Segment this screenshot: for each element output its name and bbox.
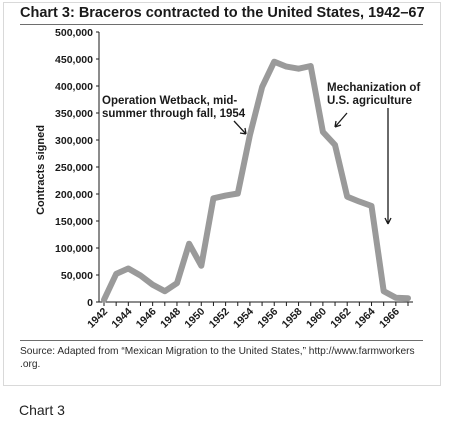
- y-axis-title: Contracts signed: [35, 125, 47, 215]
- y-tick-label: 500,000: [55, 27, 93, 39]
- line-chart: Contracts signed 0 50,000 100,000 150,000 20…: [35, 27, 420, 331]
- x-tick-label: 1956: [255, 306, 280, 331]
- annotations: Operation Wetback, mid-summer through fa…: [102, 82, 420, 225]
- y-tick-label: 400,000: [55, 81, 93, 93]
- y-tick-label: 300,000: [55, 135, 93, 147]
- y-tick-label: 50,000: [61, 270, 93, 282]
- y-tick-label: 150,000: [55, 216, 93, 228]
- x-tick-label: 1964: [353, 306, 378, 331]
- x-tick-label: 1942: [85, 306, 110, 331]
- y-tick-label: 350,000: [55, 108, 93, 120]
- y-tick-label: 100,000: [55, 243, 93, 255]
- y-tick-label: 0: [87, 297, 93, 309]
- y-tick-label: 250,000: [55, 162, 93, 174]
- x-tick-label: 1950: [182, 306, 207, 331]
- annotation-arrow-wetback: [233, 120, 247, 135]
- caption-area: [3, 386, 439, 444]
- x-tick-label: 1946: [134, 306, 159, 331]
- x-tick-label: 1966: [377, 306, 402, 331]
- chart-title: Chart 3: Braceros contracted to the Unit…: [20, 5, 425, 21]
- annotation-mechanization: Mechanization of: [327, 82, 420, 94]
- y-axis: 0 50,000 100,000 150,000 200,000 250,000 300,0…: [55, 27, 99, 309]
- source-note: Source: Adapted from “Mexican Migration …: [20, 345, 430, 371]
- x-axis: 1942 1944 1946 1948 1950 1952 1954 1956 1958 1960…: [85, 302, 409, 331]
- annotation-arrow-mechanization-long: [384, 108, 392, 225]
- y-tick-label: 450,000: [55, 54, 93, 66]
- source-rule: [20, 340, 423, 341]
- source-line-2: .org.: [20, 359, 41, 370]
- source-line-1: Source: Adapted from “Mexican Migration …: [20, 346, 415, 357]
- x-tick-label: 1952: [207, 306, 232, 331]
- annotation-operation-wetback: Operation Wetback, mid-: [102, 95, 237, 107]
- annotation-arrow-mechanization-short: [334, 112, 348, 128]
- x-tick-label: 1954: [231, 306, 256, 331]
- x-tick-label: 1960: [304, 306, 329, 331]
- annotation-mechanization: U.S. agriculture: [327, 95, 412, 107]
- x-tick-label: 1958: [280, 306, 305, 331]
- annotation-operation-wetback: summer through fall, 1954: [102, 108, 246, 120]
- x-tick-label: 1948: [158, 306, 183, 331]
- x-tick-label: 1962: [328, 306, 353, 331]
- title-rule: [20, 24, 423, 25]
- x-tick-label: 1944: [109, 306, 134, 331]
- series-line-braceros: [101, 58, 411, 303]
- figure-caption: Chart 3: [19, 402, 65, 418]
- y-tick-label: 200,000: [55, 189, 93, 201]
